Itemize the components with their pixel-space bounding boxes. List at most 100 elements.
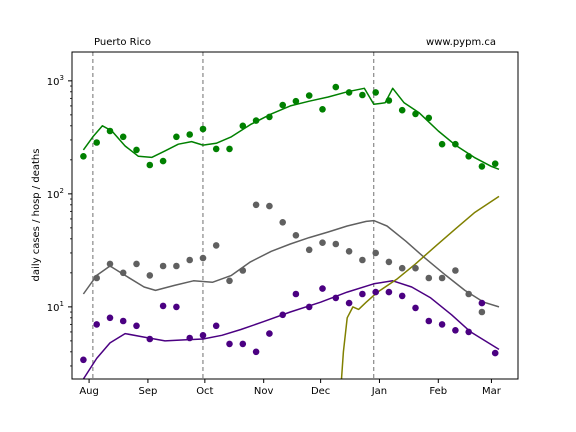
series-1-point-14 (279, 219, 287, 226)
series-1-point-7 (186, 256, 193, 264)
series-2-point-22 (372, 288, 380, 296)
series-2-point-27 (438, 321, 446, 328)
x-tick-label-7: Mar (482, 386, 502, 397)
series-0-point-8 (186, 131, 193, 138)
series-1-point-4 (146, 272, 154, 279)
series-2-point-3 (119, 317, 127, 325)
x-tick-label-5: Jan (371, 386, 387, 397)
series-2-point-12 (239, 340, 247, 348)
series-0-point-6 (159, 157, 167, 165)
series-0-point-7 (173, 133, 180, 141)
series-2-point-21 (359, 290, 366, 298)
series-1-point-15 (292, 232, 300, 239)
series-0-point-19 (332, 83, 340, 91)
series-2-point-6 (159, 302, 167, 310)
series-1-curve (82, 219, 500, 308)
series-0-curve (82, 87, 500, 171)
series-0-point-2 (106, 127, 114, 135)
series-2-curve (82, 280, 500, 379)
x-tick-label-3: Nov (254, 386, 274, 397)
series-2-point-14 (266, 330, 273, 337)
series-2-point-1 (93, 321, 100, 328)
series-1-point-6 (173, 262, 180, 270)
series-0-point-14 (266, 113, 273, 121)
model-curves (82, 87, 500, 379)
series-2-point-19 (332, 294, 340, 302)
series-0-point-3 (119, 133, 127, 141)
series-0-point-11 (226, 145, 233, 153)
chart-title-right: www.pypm.ca (426, 37, 496, 48)
series-2-point-29 (465, 328, 473, 336)
series-1-point-25 (425, 274, 433, 282)
series-0-point-15 (279, 101, 287, 109)
series-0-point-26 (425, 114, 433, 122)
series-0-point-9 (199, 125, 207, 133)
series-0-point-4 (133, 146, 140, 154)
series-1-point-22 (385, 258, 393, 266)
series-1-point-26 (438, 274, 446, 282)
x-tick-label-6: Feb (429, 386, 447, 397)
series-2-point-30 (478, 299, 486, 307)
series-0-point-20 (345, 89, 353, 96)
series-2-point-9 (199, 332, 207, 339)
series-1-point-8 (199, 254, 207, 262)
series-0-point-13 (252, 117, 260, 124)
series-1-point-3 (133, 260, 140, 268)
series-1-point-29 (478, 308, 486, 316)
series-1-point-17 (319, 239, 326, 246)
series-1-point-20 (359, 256, 366, 264)
series-1-point-12 (252, 201, 260, 209)
series-2-point-5 (146, 335, 154, 343)
series-0-point-24 (398, 106, 406, 114)
series-2-point-25 (412, 304, 419, 312)
series-1-point-1 (106, 260, 114, 268)
series-1-point-18 (332, 240, 340, 248)
plot-frame (71, 51, 519, 380)
series-2-point-26 (425, 317, 433, 325)
vertical-markers (92, 52, 375, 379)
series-2-point-31 (491, 349, 499, 357)
series-0-point-28 (452, 140, 459, 148)
series-1-point-19 (345, 248, 353, 255)
series-0-point-12 (239, 122, 247, 130)
series-0-point-25 (412, 110, 419, 118)
series-2-point-28 (452, 327, 459, 334)
series-2-point-8 (186, 334, 193, 342)
series-2-point-20 (345, 299, 353, 307)
axes: Aug Sep Oct Nov Dec Jan Feb Mar 101 102 103 (47, 51, 519, 397)
series-1-point-28 (465, 290, 473, 298)
series-1-point-9 (212, 242, 220, 249)
series-0-point-27 (438, 140, 446, 148)
series-0-point-18 (319, 106, 326, 113)
series-0-point-31 (491, 160, 499, 167)
y-tick-label-2: 103 (47, 74, 64, 88)
series-1-point-27 (452, 267, 459, 274)
x-tick-label-2: Oct (196, 386, 213, 397)
series-0-point-0 (80, 153, 87, 160)
series-1-point-5 (159, 262, 167, 270)
y-axis-label: daily cases / hosp / deaths (31, 149, 42, 282)
series-2-point-15 (279, 311, 287, 319)
series-2-point-4 (133, 322, 140, 330)
series-1-point-0 (93, 274, 100, 282)
x-tick-label-0: Aug (79, 386, 99, 397)
series-0-point-17 (305, 92, 313, 99)
y-tick-label-1: 102 (47, 187, 64, 201)
series-2-point-0 (80, 356, 87, 364)
series-1-point-16 (305, 246, 313, 254)
series-2-point-10 (212, 322, 220, 330)
series-1-point-10 (226, 277, 233, 285)
series-0-point-22 (372, 89, 380, 96)
series-1-point-23 (398, 264, 406, 272)
x-tick-label-4: Dec (311, 386, 330, 397)
series-0-point-16 (292, 97, 300, 105)
chart-title-left: Puerto Rico (94, 37, 151, 48)
series-1-point-21 (372, 249, 380, 257)
series-1-point-24 (412, 264, 419, 272)
data-points (80, 83, 499, 364)
series-1-point-13 (266, 202, 273, 210)
series-0-point-23 (385, 97, 393, 104)
series-2-point-23 (385, 288, 393, 296)
series-0-point-30 (478, 163, 486, 170)
